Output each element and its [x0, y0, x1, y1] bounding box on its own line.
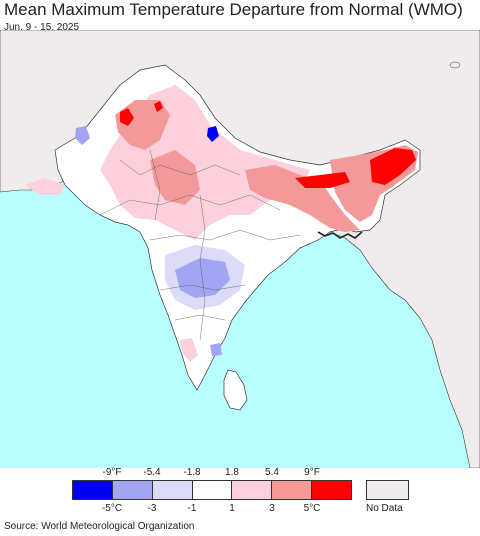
date-range: Jun. 9 - 15, 2025	[4, 22, 80, 33]
legend-c-tick: -5°C	[101, 503, 123, 514]
warm-strong-punjab	[120, 108, 134, 126]
cool-strong-kashmir	[207, 126, 219, 142]
legend-f-tick: 9°F	[304, 467, 320, 478]
legend-bin	[312, 480, 353, 500]
legend-c-tick: 1	[229, 503, 235, 514]
legend-f-tick: 1.8	[225, 467, 239, 478]
legend-c-tick: -1	[187, 503, 197, 514]
no-data-label: No Data	[366, 503, 403, 514]
source-credit: Source: World Meteorological Organizatio…	[4, 521, 195, 532]
internal-boundaries	[99, 149, 301, 341]
legend-celsius-ticks: -5°C -3 -1 1 3 5°C	[0, 503, 480, 515]
legend-bin	[232, 480, 273, 500]
temperature-departure-map	[0, 30, 480, 468]
legend-f-tick: 5.4	[265, 467, 279, 478]
legend-c-tick: -3	[147, 503, 157, 514]
sri-lanka	[223, 369, 248, 411]
legend-f-tick: -1.8	[183, 467, 201, 478]
cool-mid-south	[210, 343, 222, 356]
warm-strong-northeast	[370, 148, 416, 185]
warm-mid-east	[245, 165, 360, 232]
legend-f-tick: -5.4	[143, 467, 161, 478]
cool-mid-deccan	[175, 258, 230, 298]
small-island	[449, 61, 461, 69]
cool-mid-pakistan	[75, 126, 90, 145]
warm-mid-central	[150, 150, 200, 205]
warm-strong-himachal	[154, 101, 163, 112]
legend-f-tick: -9°F	[102, 467, 122, 478]
legend-bin	[72, 480, 113, 500]
warm-region-west	[25, 178, 65, 195]
legend-bin	[272, 480, 313, 500]
map-title: Mean Maximum Temperature Departure from …	[4, 0, 463, 19]
legend-c-tick: 5°C	[303, 503, 321, 514]
legend-c-tick: 3	[269, 503, 275, 514]
legend-fahrenheit-ticks: -9°F -5.4 -1.8 1.8 5.4 9°F	[0, 467, 480, 479]
legend-color-bar	[72, 480, 353, 500]
legend-bin	[112, 480, 153, 500]
warm-strong-nepal	[295, 172, 350, 188]
bangladesh-coast	[317, 231, 363, 239]
no-data-swatch	[366, 480, 409, 500]
warm-region-south-tip	[180, 338, 198, 362]
legend-bin	[152, 480, 193, 500]
legend-bin	[192, 480, 233, 500]
